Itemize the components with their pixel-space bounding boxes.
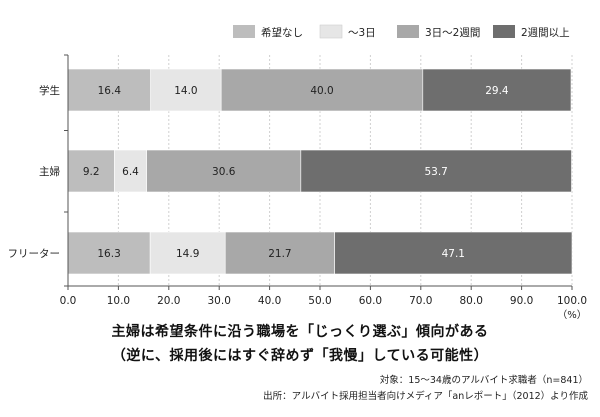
data-label: 53.7 bbox=[424, 166, 447, 178]
data-label: 16.3 bbox=[97, 248, 120, 260]
x-tick-label: 30.0 bbox=[208, 295, 231, 307]
x-tick-label: 50.0 bbox=[308, 295, 331, 307]
chart-legend: 希望なし 〜3日 3日〜2週間 2週間以上 bbox=[233, 24, 570, 39]
data-label: 29.4 bbox=[485, 85, 509, 97]
data-label: 9.2 bbox=[83, 166, 100, 178]
legend-swatch bbox=[493, 25, 515, 38]
source-note: 出所：アルバイト採用担当者向けメディア「anレポート」（2012）より作成 bbox=[263, 391, 588, 402]
bar-segment bbox=[114, 149, 147, 193]
bar-segment bbox=[67, 231, 151, 275]
bar-segment bbox=[67, 68, 151, 112]
data-label: 6.4 bbox=[122, 166, 139, 178]
x-unit-label: （%） bbox=[557, 309, 587, 321]
legend-label: 希望なし bbox=[261, 26, 303, 39]
caption-line-2: （逆に、採用後にはすぐ辞めず「我慢」している可能性） bbox=[111, 348, 489, 364]
target-note: 対象：15〜34歳のアルバイト求職者（n=841） bbox=[379, 375, 588, 386]
bar-segment bbox=[149, 231, 226, 275]
bar-segment bbox=[67, 149, 115, 193]
legend-swatch bbox=[319, 24, 343, 39]
data-label: 16.4 bbox=[98, 85, 122, 97]
x-tick-label: 60.0 bbox=[359, 295, 382, 307]
category-label: 学生 bbox=[39, 84, 60, 97]
category-label: フリーター bbox=[8, 248, 61, 260]
caption-line-1: 主婦は希望条件に沿う職場を「じっくり選ぶ」傾向がある bbox=[111, 324, 489, 340]
legend-label: 3日〜2週間 bbox=[425, 27, 480, 39]
category-label: 主婦 bbox=[39, 166, 60, 178]
legend-label: 〜3日 bbox=[348, 27, 376, 39]
stacked-bar-chart: 希望なし 〜3日 3日〜2週間 2週間以上 16.4 14.0 40.0 29.4 9.2 6.… bbox=[8, 24, 587, 321]
x-tick-label: 0.0 bbox=[60, 295, 77, 307]
data-label: 21.7 bbox=[268, 248, 291, 260]
x-tick-label: 10.0 bbox=[107, 295, 130, 307]
x-tick-label: 70.0 bbox=[409, 295, 432, 307]
legend-swatch bbox=[397, 25, 419, 38]
x-tick-label: 100.0 bbox=[557, 295, 587, 307]
data-label: 14.9 bbox=[176, 248, 199, 260]
bar-segment bbox=[334, 231, 573, 275]
data-label: 40.0 bbox=[310, 85, 333, 97]
legend-label: 2週間以上 bbox=[521, 27, 570, 39]
x-tick-label: 20.0 bbox=[157, 295, 180, 307]
data-label: 47.1 bbox=[442, 248, 465, 260]
bar-segment bbox=[220, 68, 424, 112]
data-label: 14.0 bbox=[174, 85, 197, 97]
legend-swatch bbox=[233, 25, 255, 38]
bar-segment bbox=[300, 149, 572, 193]
data-label: 30.6 bbox=[212, 166, 236, 178]
x-tick-label: 40.0 bbox=[258, 295, 281, 307]
bar-segment bbox=[146, 149, 302, 193]
bar-segment bbox=[224, 231, 335, 275]
x-tick-label: 90.0 bbox=[510, 295, 533, 307]
x-tick-label: 80.0 bbox=[460, 295, 483, 307]
chart-bars: 16.4 14.0 40.0 29.4 9.2 6.4 30.6 53.7 16.3 14.9 21… bbox=[67, 68, 573, 275]
x-axis: 0.0 10.0 20.0 30.0 40.0 50.0 60.0 70.0 80.0 90.0 1… bbox=[60, 285, 587, 321]
bar-segment bbox=[422, 68, 572, 112]
